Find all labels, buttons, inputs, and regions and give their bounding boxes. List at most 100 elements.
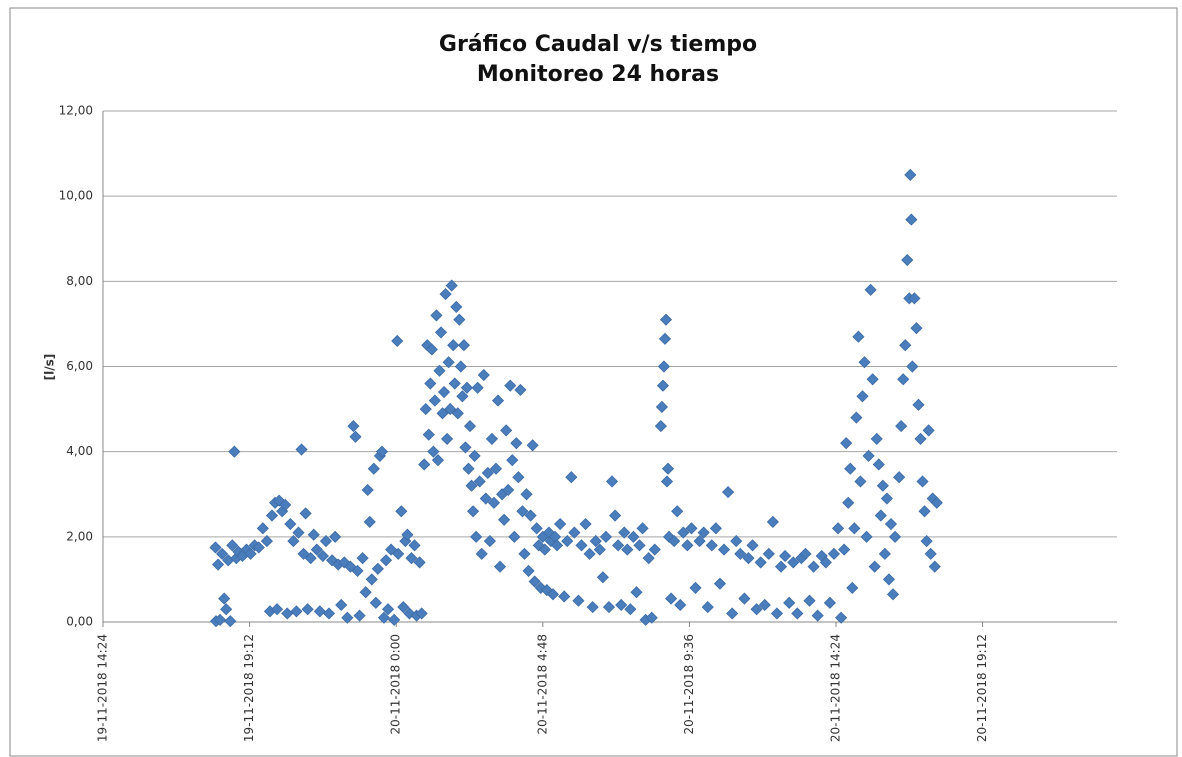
data-point (645, 611, 658, 624)
data-point (516, 505, 529, 518)
x-tick-label: 20-11-2018 9:36 (682, 634, 696, 735)
data-point (457, 339, 470, 352)
data-point (893, 471, 906, 484)
data-point (589, 535, 602, 548)
data-point (583, 547, 596, 560)
y-tick-label: 2,00 (66, 529, 93, 543)
data-point (846, 581, 859, 594)
data-point (870, 432, 883, 445)
data-point (599, 530, 612, 543)
data-point (866, 373, 879, 386)
data-point (693, 535, 706, 548)
data-point (431, 454, 445, 467)
data-point (463, 420, 477, 433)
data-point (448, 377, 461, 390)
data-point (284, 517, 297, 531)
data-point (713, 577, 727, 590)
data-point (888, 530, 902, 543)
data-point (483, 535, 496, 548)
data-point (827, 547, 841, 560)
data-point (508, 530, 521, 543)
y-tick-label: 4,00 (66, 444, 93, 458)
data-point (654, 420, 667, 433)
data-point (823, 596, 836, 609)
data-point (379, 554, 393, 567)
data-point (766, 515, 779, 528)
data-point (228, 445, 241, 458)
data-point (593, 543, 606, 556)
data-point (292, 526, 305, 539)
data-point (356, 552, 369, 565)
data-point (842, 496, 855, 509)
data-point (365, 573, 378, 586)
data-point (359, 586, 372, 599)
data-point (831, 522, 845, 535)
data-point (526, 439, 539, 452)
data-point (602, 601, 616, 614)
data-point (624, 603, 637, 616)
data-point (685, 522, 698, 535)
data-point (351, 564, 364, 577)
data-point (901, 253, 914, 267)
data-point (216, 547, 229, 560)
data-point (862, 449, 875, 462)
data-point (565, 471, 578, 484)
data-point (307, 528, 320, 541)
data-point (912, 398, 925, 411)
data-point (220, 603, 233, 616)
data-point (878, 547, 891, 560)
data-point (299, 507, 312, 520)
data-point (770, 607, 784, 620)
data-point (596, 571, 609, 584)
data-point (858, 356, 871, 369)
data-point (436, 407, 449, 420)
data-point (361, 483, 374, 497)
x-tick-label: 20-11-2018 14:24 (829, 634, 843, 742)
data-point (214, 613, 227, 626)
data-point (930, 496, 943, 509)
data-point (467, 505, 480, 518)
data-point (852, 330, 865, 343)
data-point (840, 437, 853, 450)
data-point (884, 517, 898, 531)
data-point (854, 475, 867, 488)
data-point (439, 288, 452, 301)
data-point (322, 607, 336, 620)
data-point (899, 339, 912, 352)
y-tick-label: 8,00 (66, 274, 93, 288)
data-point (493, 560, 507, 573)
data-point (774, 560, 788, 573)
data-point (872, 458, 885, 471)
data-point (779, 549, 792, 563)
data-point (453, 313, 466, 326)
data-point (395, 505, 408, 518)
data-point (895, 420, 908, 433)
data-point (609, 509, 622, 522)
data-point (465, 479, 478, 492)
data-point (701, 601, 714, 614)
data-point (297, 547, 310, 560)
data-point (726, 607, 739, 620)
data-point (344, 560, 357, 573)
data-point (520, 488, 533, 501)
data-point (844, 462, 857, 475)
data-point (697, 526, 710, 539)
data-point (886, 588, 900, 601)
data-point (633, 539, 646, 552)
data-point (677, 526, 690, 539)
data-point (401, 528, 414, 541)
data-point (791, 607, 804, 620)
data-point (428, 394, 441, 407)
data-point (392, 547, 405, 560)
data-point (388, 613, 401, 626)
data-point (415, 607, 428, 620)
data-point (538, 543, 551, 556)
chart-border (9, 7, 1178, 757)
data-point (506, 454, 519, 467)
data-point (481, 466, 494, 480)
data-point (375, 445, 389, 458)
data-point (353, 609, 366, 622)
x-tick-label: 20-11-2018 4:48 (535, 634, 549, 735)
data-point (468, 449, 481, 462)
